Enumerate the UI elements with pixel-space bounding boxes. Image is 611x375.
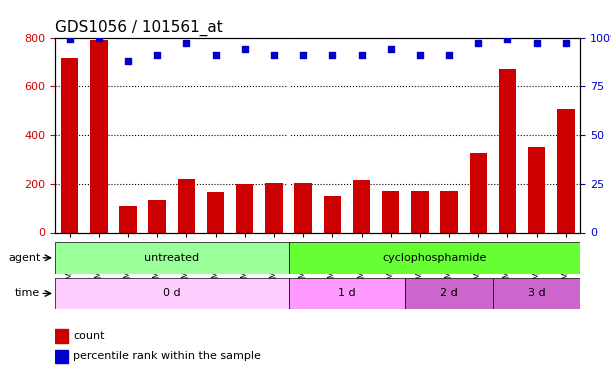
Bar [207,192,224,232]
Point [561,40,571,46]
Bar [441,191,458,232]
Bar [469,153,487,232]
Bar [265,183,283,232]
Bar [499,69,516,232]
Point [269,52,279,58]
Bar [382,191,400,232]
FancyBboxPatch shape [493,278,580,309]
Point [94,34,104,40]
Text: 1 d: 1 d [338,288,356,298]
Bar [324,196,341,232]
Bar [90,40,108,232]
Bar [295,183,312,232]
Point [532,40,541,46]
FancyBboxPatch shape [55,242,288,274]
Text: count: count [73,331,105,341]
Text: percentile rank within the sample: percentile rank within the sample [73,351,262,361]
Point [415,52,425,58]
FancyBboxPatch shape [288,242,580,274]
Bar [55,350,68,363]
Point [123,58,133,64]
Bar [119,206,137,232]
Point [503,36,513,42]
Point [211,52,221,58]
Text: untreated: untreated [144,253,199,263]
Point [240,46,250,52]
FancyBboxPatch shape [288,278,405,309]
Text: 3 d: 3 d [528,288,546,298]
Point [444,52,454,58]
Bar [55,329,68,343]
Point [474,40,483,46]
Point [181,40,191,46]
Text: cyclophosphamide: cyclophosphamide [382,253,487,263]
Text: time: time [15,288,40,298]
Bar [236,184,254,232]
Bar [528,147,546,232]
Point [152,52,162,58]
Bar [178,179,195,232]
Point [357,52,367,58]
Bar [353,180,370,232]
Bar [61,58,78,232]
Text: agent: agent [8,253,40,263]
Text: 2 d: 2 d [440,288,458,298]
Bar [557,110,574,232]
Point [386,46,395,52]
Bar [411,191,429,232]
Point [298,52,308,58]
Point [65,36,75,42]
Point [327,52,337,58]
FancyBboxPatch shape [405,278,493,309]
FancyBboxPatch shape [55,278,288,309]
Text: GDS1056 / 101561_at: GDS1056 / 101561_at [55,20,223,36]
Bar [148,200,166,232]
Text: 0 d: 0 d [163,288,181,298]
